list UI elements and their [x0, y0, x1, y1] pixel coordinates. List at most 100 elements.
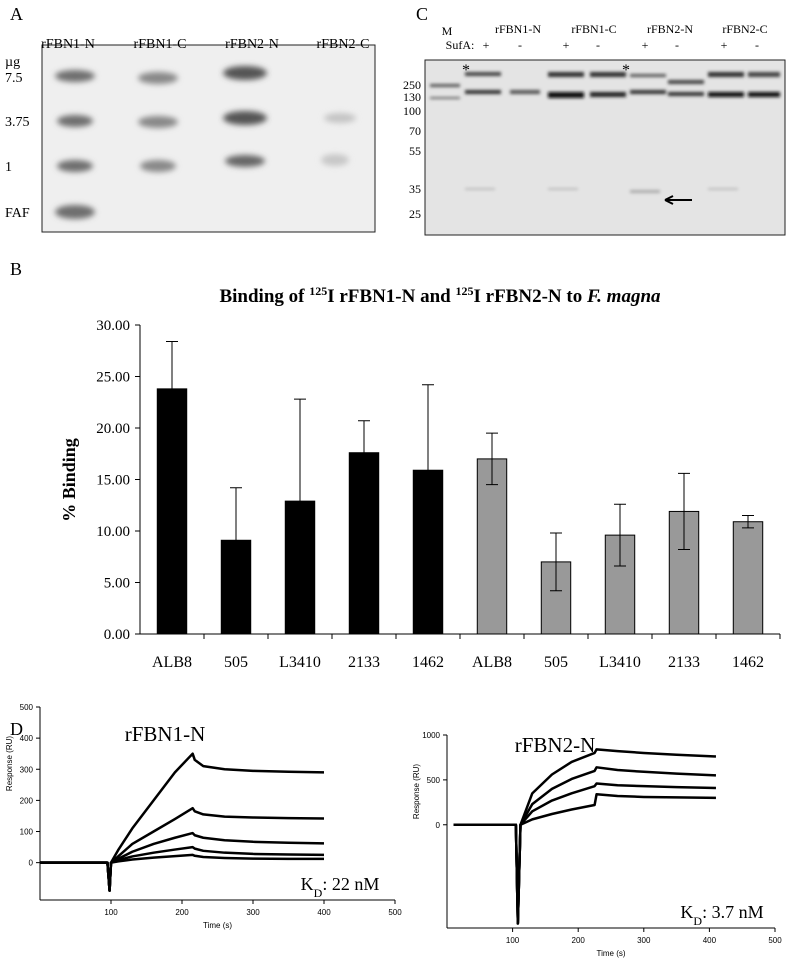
panel-label: D — [10, 719, 23, 739]
x-axis-label: Time (s) — [203, 921, 232, 930]
panel-label: C — [416, 4, 428, 24]
sign: + — [642, 38, 649, 52]
x-tick-label: 505 — [224, 654, 248, 671]
error-bar — [614, 503, 626, 567]
error-bar — [230, 487, 242, 594]
x-tick-label: 300 — [246, 908, 260, 917]
y-tick-label: 500 — [427, 776, 441, 785]
annotation: * — [622, 62, 630, 79]
row-label: FAF — [5, 206, 30, 221]
row-label: 3.75 — [5, 115, 30, 130]
gel-bands — [430, 72, 780, 193]
x-tick-label: 505 — [544, 654, 568, 671]
y-tick-label: 1000 — [422, 731, 440, 740]
error-bar — [550, 532, 562, 592]
panel-label: B — [10, 259, 22, 279]
column-label: rFBN2-N — [225, 37, 279, 52]
x-tick-label: 400 — [317, 908, 331, 917]
x-tick-label: 2133 — [668, 654, 700, 671]
error-bar — [294, 398, 306, 604]
bar — [156, 388, 188, 635]
sign: + — [721, 38, 728, 52]
x-tick-label: 300 — [637, 936, 651, 945]
x-tick-label: L3410 — [279, 654, 321, 671]
y-axis-label: Response (RU) — [5, 736, 14, 791]
y-axis-label: Response (RU) — [412, 764, 421, 819]
marker-size: 100 — [403, 104, 421, 118]
sign: - — [518, 38, 522, 52]
x-tick-label: 2133 — [348, 654, 380, 671]
panel-label: A — [10, 4, 23, 24]
y-axis-label: % Binding — [59, 438, 79, 522]
sign: - — [675, 38, 679, 52]
row-label: 7.5 — [5, 71, 23, 86]
x-axis-label: Time (s) — [596, 949, 625, 958]
y-tick-label: 100 — [20, 828, 34, 837]
bar — [732, 521, 764, 635]
annotation: * — [462, 62, 470, 79]
annotation: KD: 3.7 nM — [680, 902, 763, 928]
y-tick-label: 400 — [20, 734, 34, 743]
line — [40, 845, 325, 892]
y-tick-label: 0 — [29, 859, 34, 868]
sign: - — [596, 38, 600, 52]
x-tick-label: 1462 — [412, 654, 444, 671]
sign: - — [755, 38, 759, 52]
blot — [424, 59, 786, 236]
marker-size: 35 — [409, 182, 421, 196]
chart-title: rFBN2-N — [515, 733, 596, 757]
x-tick-label: 400 — [703, 936, 717, 945]
x-tick-label: ALB8 — [152, 654, 192, 671]
bar — [476, 458, 508, 635]
x-tick-label: 1462 — [732, 654, 764, 671]
blot — [41, 44, 376, 233]
column-label: rFBN1-C — [134, 37, 187, 52]
line — [453, 782, 716, 925]
marker-size: 250 — [403, 78, 421, 92]
chart-title: rFBN1-N — [125, 722, 206, 746]
column-label: rFBN1-N — [495, 22, 541, 36]
x-tick-label: 200 — [572, 936, 586, 945]
marker-size: 70 — [409, 124, 421, 138]
y-tick-label: 25.00 — [96, 370, 130, 386]
error-bar — [678, 472, 690, 551]
y-tick-label: 10.00 — [96, 524, 130, 540]
blot-bands — [55, 66, 356, 219]
column-label: rFBN1-N — [41, 37, 95, 52]
column-label: rFBN2-C — [722, 22, 767, 36]
y-tick-label: 0.00 — [104, 627, 130, 643]
chart-title: Binding of 125I rFBN1-N and 125I rFBN2-N… — [219, 284, 661, 307]
column-label: rFBN2-N — [647, 22, 693, 36]
error-bar — [742, 515, 754, 529]
x-tick-label: 100 — [506, 936, 520, 945]
x-tick-label: 500 — [388, 908, 402, 917]
line — [453, 766, 717, 925]
arrow — [664, 195, 692, 205]
error-bar — [166, 340, 178, 437]
unit-label: µg — [5, 55, 20, 70]
marker-size: 130 — [403, 90, 421, 104]
y-tick-label: 500 — [20, 703, 34, 712]
y-tick-label: 0 — [436, 821, 441, 830]
x-tick-label: L3410 — [599, 654, 641, 671]
x-tick-label: 100 — [104, 908, 118, 917]
error-bar — [358, 420, 370, 486]
y-tick-label: 200 — [20, 796, 34, 805]
marker-size: 25 — [409, 207, 421, 221]
y-tick-label: 5.00 — [104, 576, 130, 592]
sign: + — [563, 38, 570, 52]
y-tick-label: 30.00 — [96, 318, 130, 334]
treatment-label: SufA: — [446, 38, 475, 52]
column-label: rFBN1-C — [571, 22, 616, 36]
marker-size: 55 — [409, 144, 421, 158]
x-tick-label: 500 — [768, 936, 782, 945]
y-tick-label: 300 — [20, 765, 34, 774]
y-tick-label: 20.00 — [96, 421, 130, 437]
y-tick-label: 15.00 — [96, 473, 130, 489]
x-tick-label: 200 — [175, 908, 189, 917]
sign: + — [483, 38, 490, 52]
error-bar — [486, 432, 498, 486]
marker-lane-label: M — [442, 24, 453, 38]
line — [40, 853, 324, 892]
